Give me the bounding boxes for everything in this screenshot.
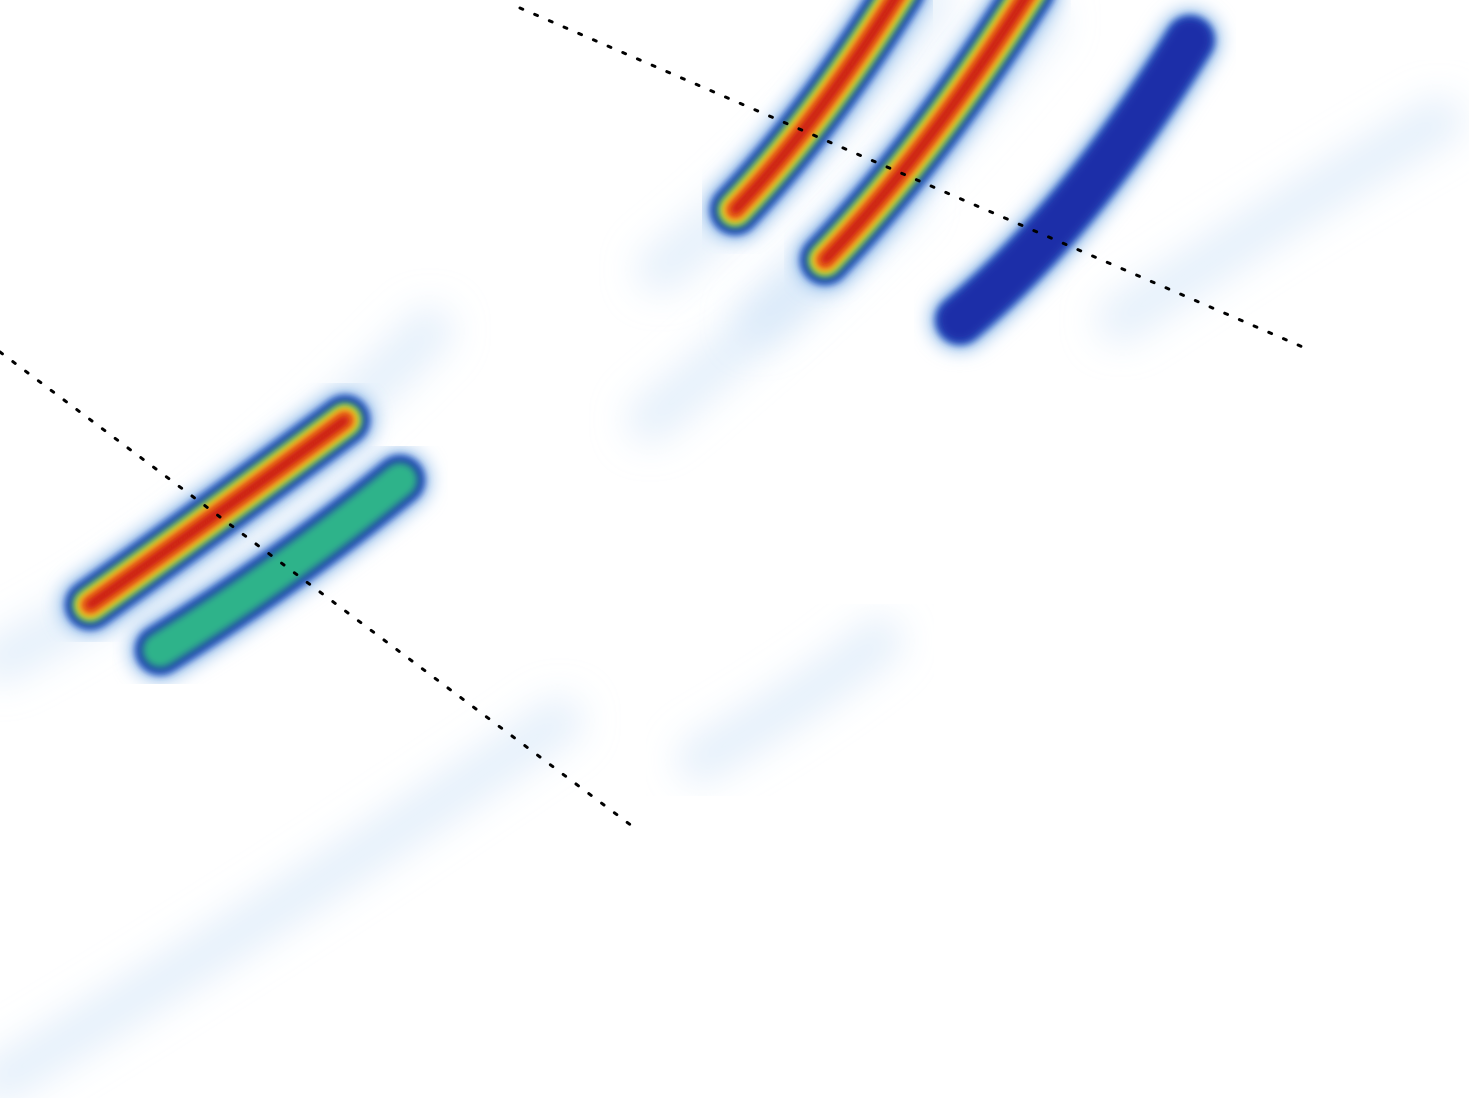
- faint-streak-5: [0, 697, 583, 1098]
- arc-lower-left: [58, 388, 377, 637]
- dotted-line-upper: [518, 6, 1307, 350]
- arc-lower-sidelobe-band-5: [142, 462, 418, 668]
- arc-lower-left-band-9: [85, 415, 350, 610]
- arc-upper-faint: [928, 8, 1222, 352]
- guide-layer: [0, 6, 1307, 834]
- dotted-line-lower: [0, 350, 642, 834]
- faint-streak-6: [677, 617, 903, 783]
- arc-upper-outer: [793, 0, 1060, 292]
- arc-upper-inner-band-9: [730, 0, 899, 215]
- arc-upper-inner: [703, 0, 930, 242]
- arc-upper-faint-band-4: [938, 18, 1212, 342]
- arc-lower-sidelobe: [128, 448, 432, 682]
- arc-upper-outer-band-9: [820, 0, 1029, 265]
